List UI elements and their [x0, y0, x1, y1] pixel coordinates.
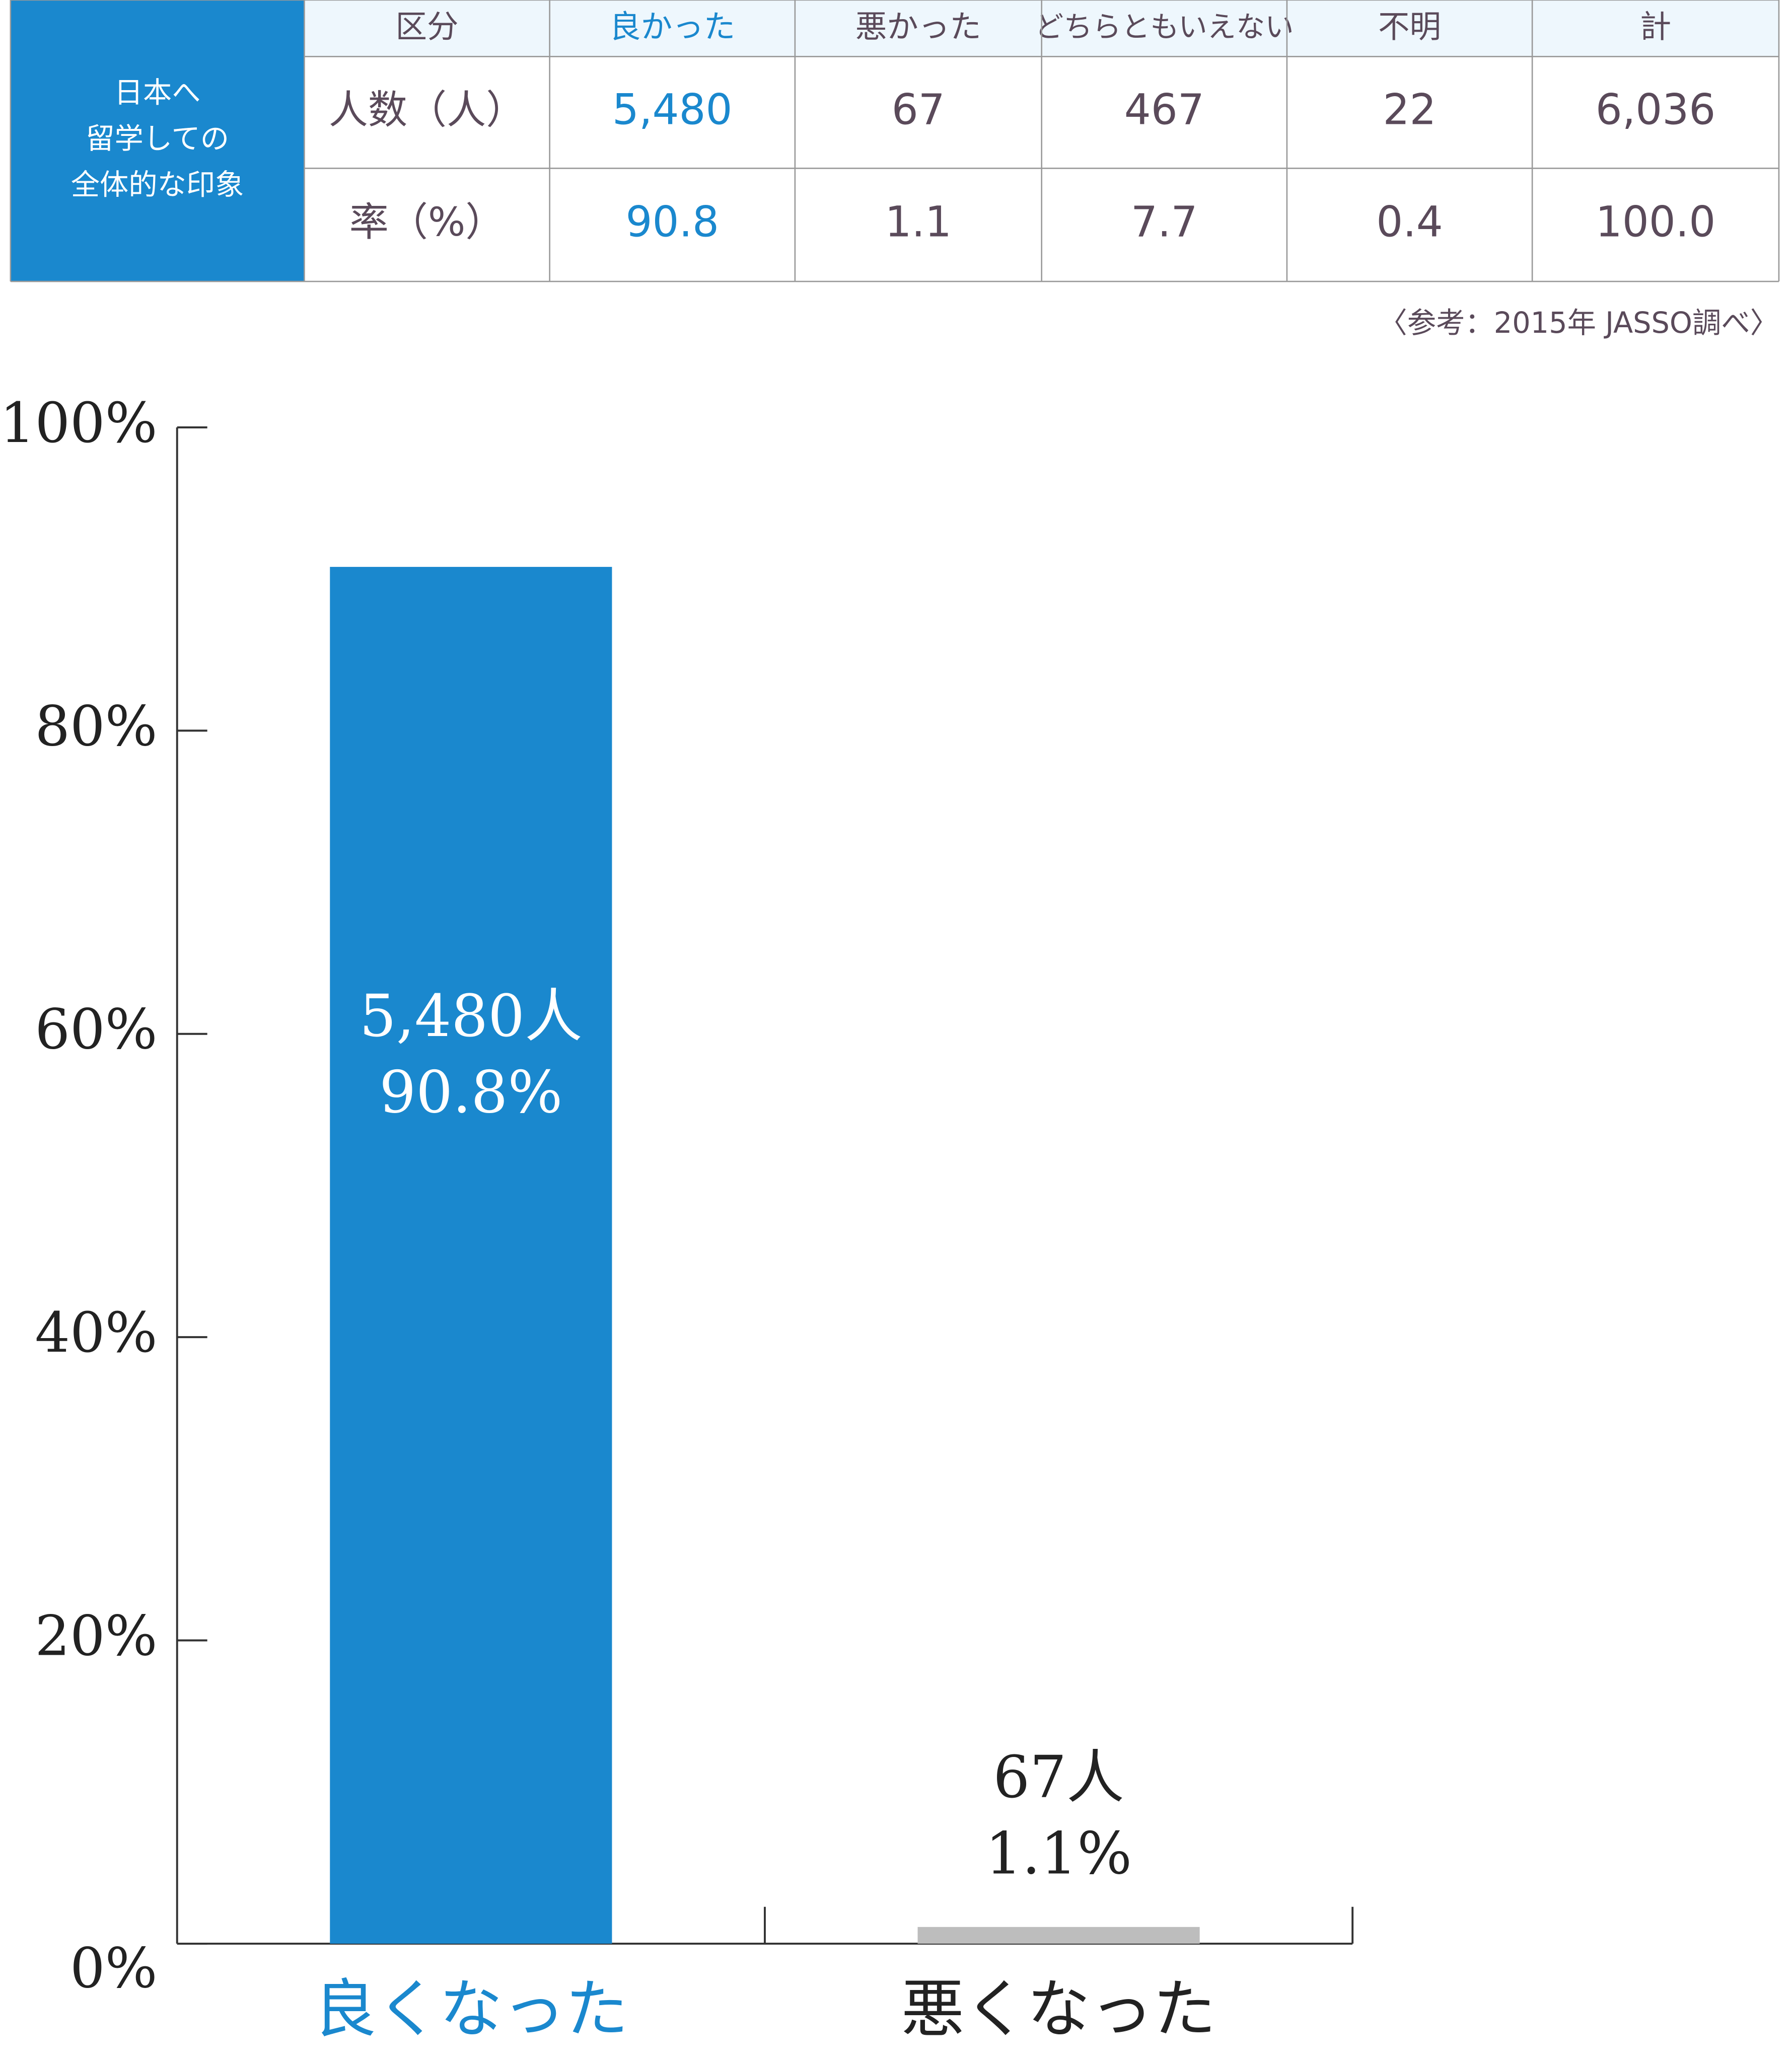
- table-cell: 90.8: [625, 198, 719, 247]
- table-cell: 467: [1124, 85, 1204, 134]
- bar: [917, 1927, 1200, 1944]
- header-cell: 不明: [1378, 8, 1441, 45]
- table-cell: 1.1: [885, 198, 952, 247]
- count-label: 5,480人: [360, 983, 583, 1050]
- table-cell: 5,480: [612, 85, 733, 134]
- corner-text: 全体的な印象: [71, 168, 244, 201]
- source-note: 〈参考：2015年 JASSO調べ〉: [1379, 306, 1779, 340]
- table-cell: 67: [892, 85, 945, 134]
- table-cell: 7.7: [1131, 198, 1198, 247]
- y-tick-label: 100%: [0, 391, 158, 455]
- header-cell: 区分: [396, 8, 459, 45]
- value-label: 1.1%: [985, 1820, 1132, 1887]
- table-cell: 人数（人）: [329, 87, 526, 133]
- y-tick-label: 40%: [35, 1300, 157, 1365]
- table-cell: 0.4: [1376, 198, 1443, 247]
- header-cell: 悪かった: [855, 8, 981, 45]
- header-cell: 良かった: [609, 8, 735, 45]
- y-tick-label: 60%: [35, 997, 157, 1062]
- y-tick-label: 20%: [35, 1603, 157, 1668]
- table-cell: 100.0: [1596, 198, 1716, 247]
- table-cell: 6,036: [1596, 85, 1716, 134]
- x-tick-label: 良くなった: [314, 1972, 628, 2046]
- bar: [330, 567, 612, 1944]
- corner-cell: [10, 0, 305, 282]
- value-label: 90.8%: [379, 1059, 562, 1126]
- x-tick-label: 悪くなった: [901, 1972, 1216, 2046]
- header-cell: 計: [1640, 8, 1672, 45]
- table-cell: 22: [1383, 85, 1436, 134]
- corner-text: 留学しての: [86, 122, 229, 156]
- count-label: 67人: [993, 1744, 1124, 1811]
- y-tick-label: 0%: [70, 1936, 158, 2000]
- corner-text: 日本へ: [114, 76, 201, 110]
- y-tick-label: 80%: [35, 694, 157, 758]
- table-cell: 率（%）: [349, 199, 505, 245]
- header-cell: どちらともいえない: [1035, 10, 1294, 44]
